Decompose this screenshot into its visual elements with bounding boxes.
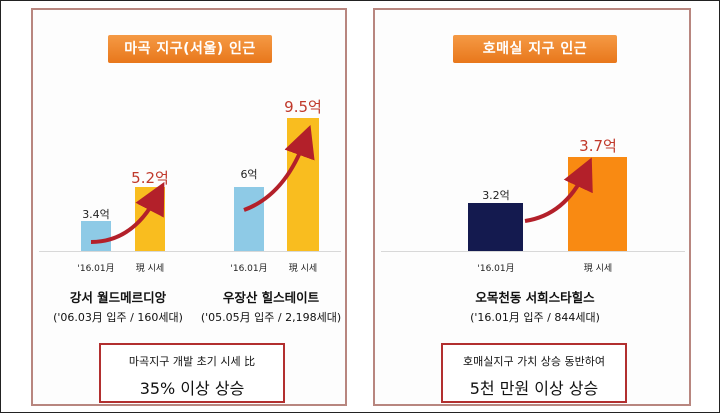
project-ujangsan-info: ('05.05月 입주 / 2,198세대) xyxy=(200,311,342,324)
magok-arrows xyxy=(90,124,315,244)
bar-seohui-2016 xyxy=(468,203,523,251)
project-gangseo-info: ('06.03月 입주 / 160세대) xyxy=(53,311,183,324)
value-label-ujangsan-current: 9.5억 xyxy=(284,98,322,116)
homaesil-arrows xyxy=(524,157,593,223)
project-ujangsan-name: 우장산 힐스테이트 xyxy=(222,290,320,305)
tick-label-seohui-2016: '16.01月 xyxy=(477,264,515,274)
value-label-gangseo-2016: 3.4억 xyxy=(82,208,110,221)
arrow-gangseo xyxy=(90,181,165,244)
tick-label-seohui-current: 現 시세 xyxy=(583,264,613,274)
project-seohui-name: 오목천동 서희스타힐스 xyxy=(475,290,595,305)
homaesil-summary-line2: 5천 만원 이상 상승 xyxy=(469,379,599,398)
bar-ujangsan-2016 xyxy=(234,187,264,251)
value-label-seohui-2016: 3.2억 xyxy=(482,189,510,202)
tick-label-gangseo-2016: '16.01月 xyxy=(77,264,115,274)
project-gangseo: 강서 월드메르디앙 ('06.03月 입주 / 160세대) xyxy=(43,287,193,325)
arrow-seohui xyxy=(524,157,593,223)
tick-label-ujangsan-2016: '16.01月 xyxy=(230,264,268,274)
bar-gangseo-2016 xyxy=(81,221,111,251)
homaesil-baseline xyxy=(381,251,685,252)
magok-summary-line2: 35% 이상 상승 xyxy=(139,379,245,398)
value-label-seohui-current: 3.7억 xyxy=(579,137,617,155)
magok-baseline xyxy=(39,251,341,252)
homaesil-summary-box: 호매실지구 가치 상승 동반하여 5천 만원 이상 상승 xyxy=(441,343,627,403)
magok-header: 마곡 지구(서울) 인근 xyxy=(108,35,272,63)
magok-panel: 마곡 지구(서울) 인근 3.4억 5.2억 '16.01月 現 시세 6억 9… xyxy=(31,8,347,406)
project-seohui: 오목천동 서희스타힐스 ('16.01月 입주 / 844세대) xyxy=(455,287,615,325)
homaesil-header: 호매실 지구 인근 xyxy=(453,35,617,63)
homaesil-summary-line1: 호매실지구 가치 상승 동반하여 xyxy=(462,355,606,368)
homaesil-panel: 호매실 지구 인근 3.2억 3.7억 '16.01月 現 시세 오목천동 서희… xyxy=(373,8,691,406)
value-label-ujangsan-2016: 6억 xyxy=(240,168,258,181)
tick-label-gangseo-current: 現 시세 xyxy=(135,264,165,274)
tick-label-ujangsan-current: 現 시세 xyxy=(288,264,318,274)
project-seohui-info: ('16.01月 입주 / 844세대) xyxy=(470,311,600,324)
project-ujangsan: 우장산 힐스테이트 ('05.05月 입주 / 2,198세대) xyxy=(196,287,346,325)
project-gangseo-name: 강서 월드메르디앙 xyxy=(69,290,167,305)
arrow-ujangsan xyxy=(243,124,315,212)
magok-summary-line1: 마곡지구 개발 초기 시세 比 xyxy=(128,355,256,368)
magok-summary-box: 마곡지구 개발 초기 시세 比 35% 이상 상승 xyxy=(99,343,285,403)
